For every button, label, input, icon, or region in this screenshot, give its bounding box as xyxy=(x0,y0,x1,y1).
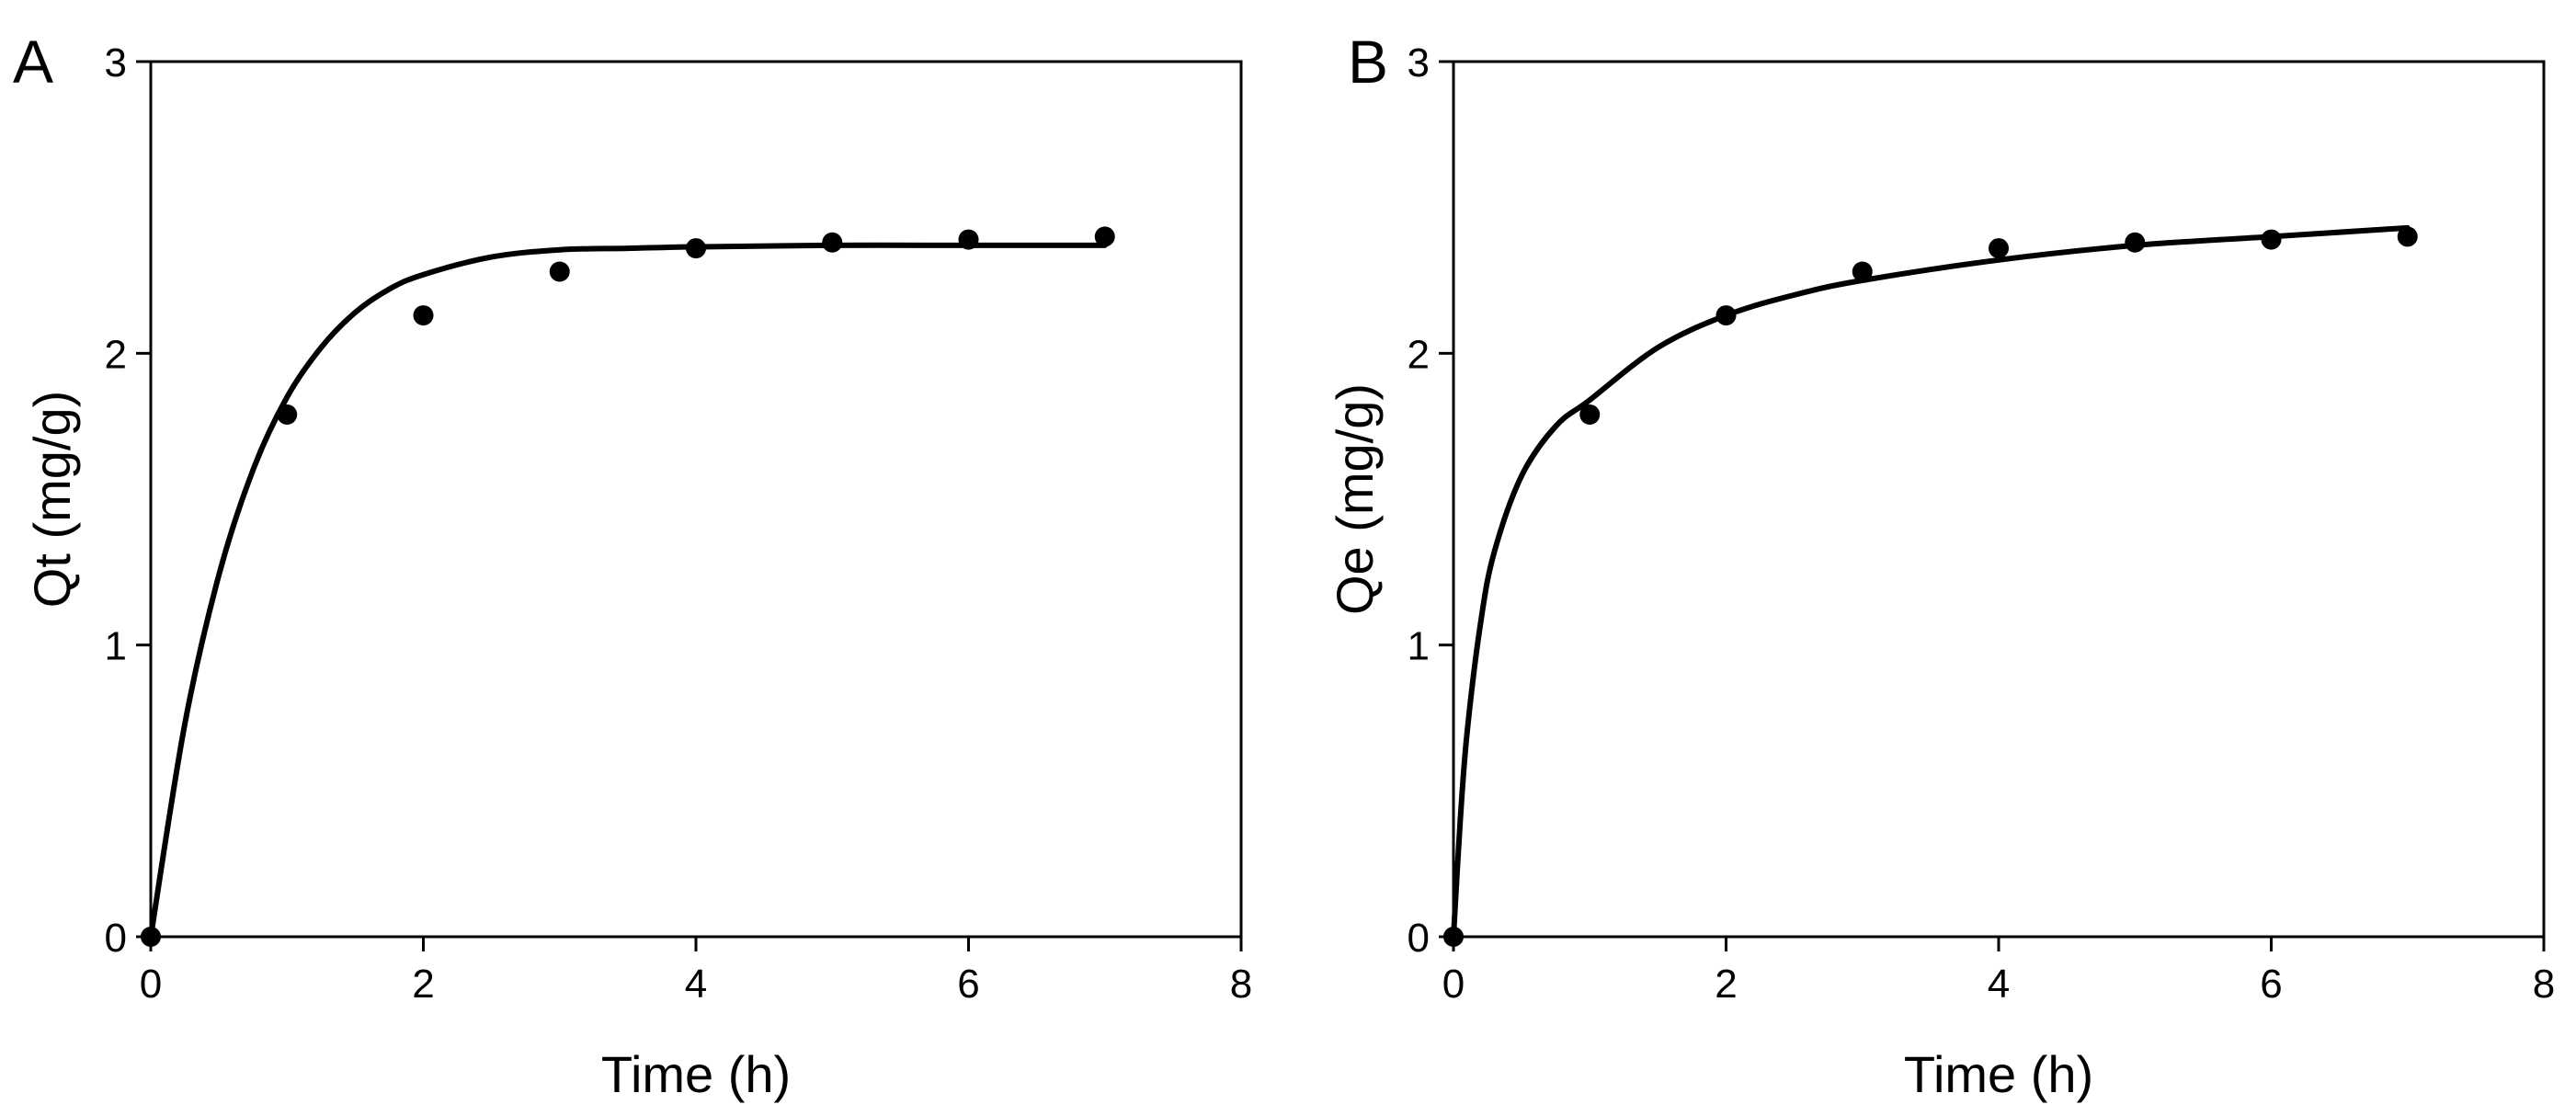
panel-b-y-tick-label: 0 xyxy=(1408,916,1430,961)
panel-a-x-axis-title: Time (h) xyxy=(601,1045,791,1103)
panel-b-y-tick-label: 3 xyxy=(1408,40,1430,85)
panel-a-y-tick-label: 0 xyxy=(105,916,127,961)
panel-a-data-point xyxy=(1094,226,1115,247)
panel-b-x-tick-label: 6 xyxy=(2260,962,2282,1007)
panel-b-y-tick-label: 2 xyxy=(1408,332,1430,377)
panel-a-data-point xyxy=(958,229,979,250)
panel-b-y-tick-label: 1 xyxy=(1408,624,1430,669)
panel-a-x-tick-labels: 0 2 4 6 8 xyxy=(140,962,1252,1007)
panel-a-x-tick-label: 2 xyxy=(412,962,434,1007)
panel-a-y-tick-label: 2 xyxy=(105,332,127,377)
panel-a-data-point xyxy=(413,305,434,326)
panel-b-x-tick-labels: 0 2 4 6 8 xyxy=(1442,962,2555,1007)
panel-a-data-point xyxy=(277,404,298,425)
panel-b: B 0 2 4 6 8 0 1 2 3 Time (h) Qe (mg/g) xyxy=(1326,28,2555,1103)
panel-b-y-tick-labels: 0 1 2 3 xyxy=(1408,40,1430,961)
panel-b-data-point xyxy=(1579,404,1601,425)
panel-b-x-tick-label: 4 xyxy=(1988,962,2010,1007)
panel-a-x-tick-label: 8 xyxy=(1230,962,1252,1007)
panel-b-x-tick-label: 8 xyxy=(2533,962,2555,1007)
panel-a: A 0 2 4 6 8 0 1 2 3 Time (h) Qt (mg/g) xyxy=(13,28,1252,1103)
panel-b-data-point xyxy=(2125,232,2146,253)
panel-a-y-tick-labels: 0 1 2 3 xyxy=(105,40,127,961)
panel-a-data-point xyxy=(141,927,161,947)
panel-a-y-tick-label: 3 xyxy=(105,40,127,85)
panel-b-plot-area xyxy=(1443,224,2418,947)
panel-b-x-tick-label: 0 xyxy=(1442,962,1465,1007)
panel-b-data-point xyxy=(2261,229,2282,250)
panel-b-letter: B xyxy=(1348,28,1388,96)
panel-a-y-axis-title: Qt (mg/g) xyxy=(23,391,81,608)
panel-a-data-point xyxy=(549,261,570,282)
panel-b-x-tick-label: 2 xyxy=(1715,962,1737,1007)
panel-a-x-tick-label: 6 xyxy=(957,962,979,1007)
panel-a-plot-area xyxy=(141,226,1115,947)
panel-b-data-point xyxy=(1852,261,1873,282)
panel-a-data-point xyxy=(822,232,843,253)
panel-a-x-tick-label: 0 xyxy=(140,962,162,1007)
panel-b-data-point xyxy=(1989,238,2009,259)
panel-a-letter: A xyxy=(13,28,53,96)
panel-b-data-point xyxy=(2397,226,2418,247)
panel-b-data-point xyxy=(1715,305,1737,326)
panel-a-y-tick-label: 1 xyxy=(105,624,127,669)
panel-b-data-point xyxy=(1443,927,1464,947)
panel-a-data-point xyxy=(686,238,706,259)
panel-b-x-axis-title: Time (h) xyxy=(1904,1045,2093,1103)
panel-b-y-axis-title: Qe (mg/g) xyxy=(1326,383,1384,615)
panel-a-x-tick-label: 4 xyxy=(685,962,707,1007)
